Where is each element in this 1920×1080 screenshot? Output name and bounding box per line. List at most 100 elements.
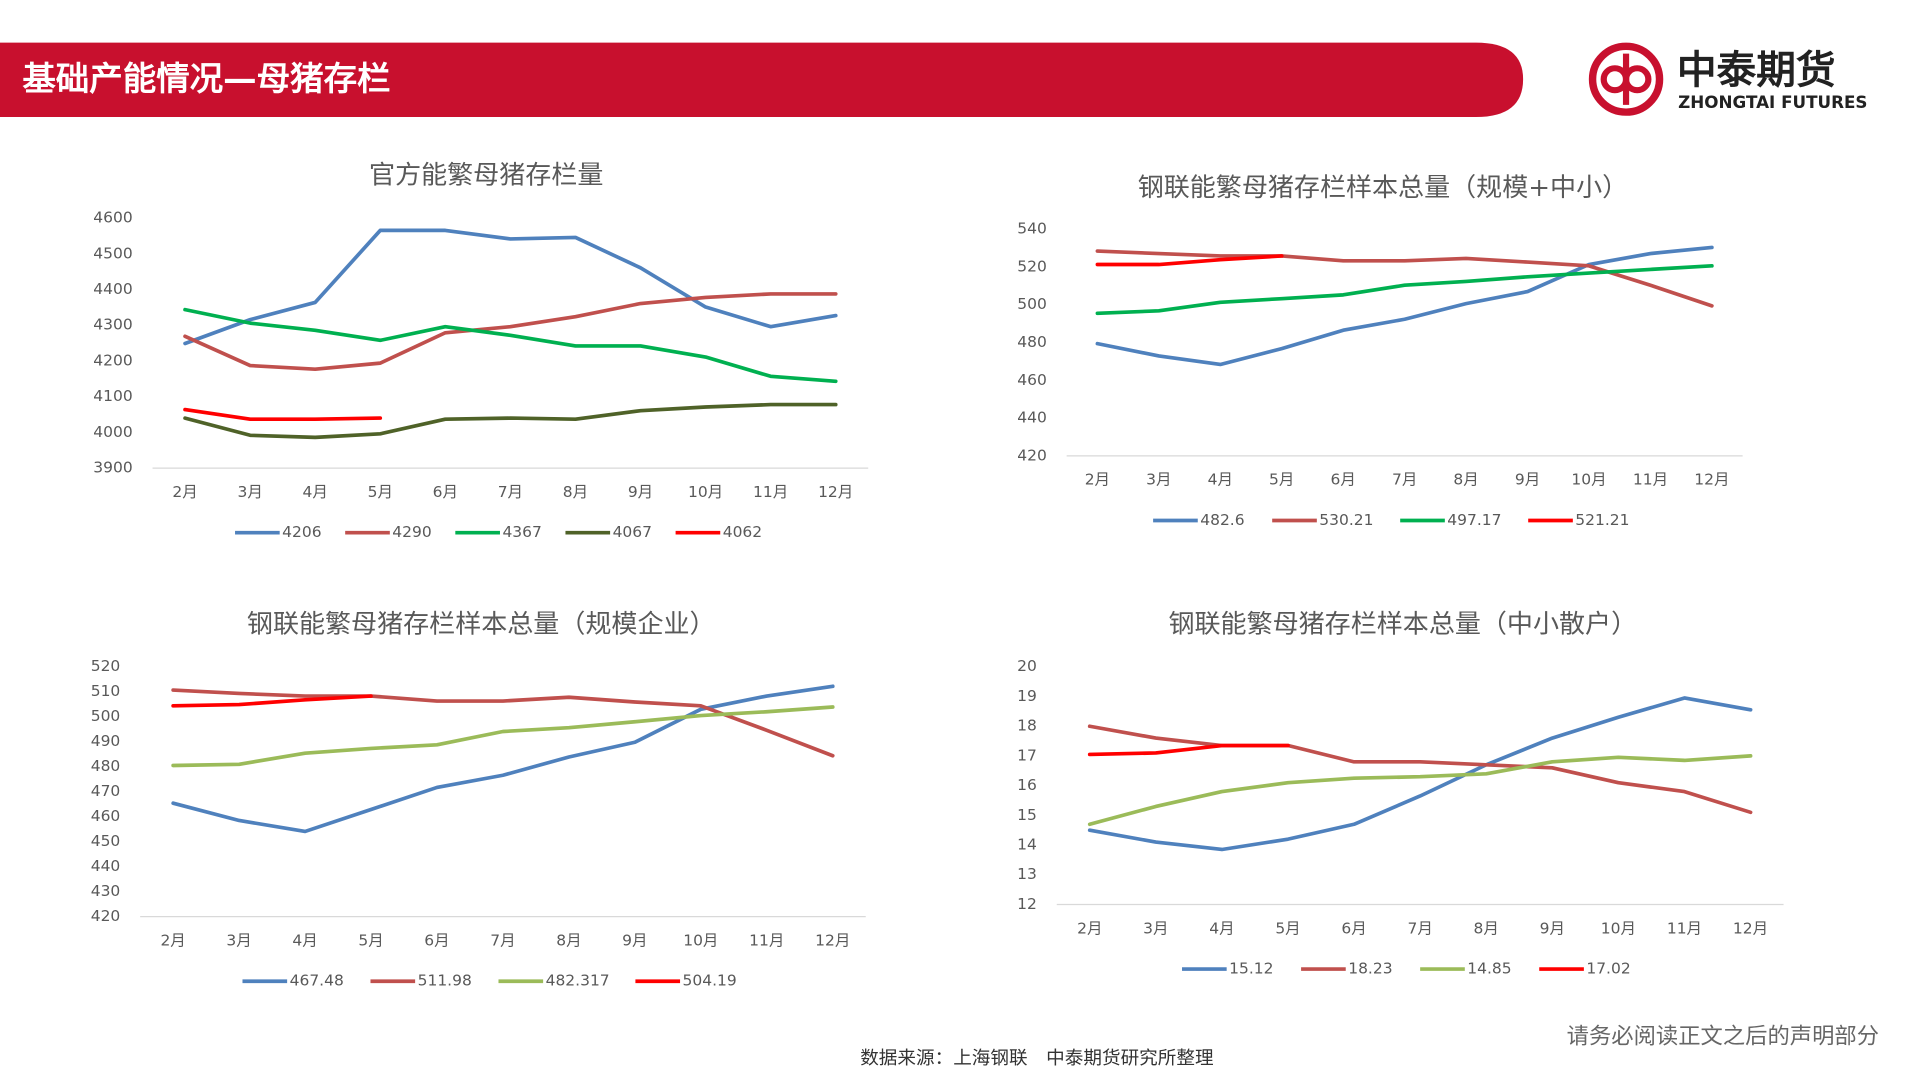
chart: 钢联能繁母猪存栏样本总量（规模+中小） 420 440 460 480 500 520 540… xyxy=(1017,173,1743,529)
legend-label: 4067 xyxy=(613,523,652,541)
legend-label: 467.48 xyxy=(290,972,344,990)
x-tick-label: 9月 xyxy=(628,483,653,501)
y-tick-label: 4500 xyxy=(93,244,132,262)
series-line xyxy=(183,407,383,422)
legend-label: 530.21 xyxy=(1319,511,1373,529)
y-tick-label: 13 xyxy=(1017,865,1037,883)
y-tick-label: 14 xyxy=(1017,836,1037,854)
x-tick-label: 5月 xyxy=(1275,919,1300,937)
y-tick-label: 17 xyxy=(1017,746,1037,764)
legend-label: 15.12 xyxy=(1229,960,1273,978)
x-tick-label: 2月 xyxy=(1085,471,1110,489)
legend-label: 482.317 xyxy=(546,972,610,990)
x-tick-label: 12月 xyxy=(1694,471,1729,489)
x-tick-label: 2月 xyxy=(160,932,185,950)
x-tick-label: 3月 xyxy=(226,932,251,950)
x-tick-label: 6月 xyxy=(433,483,458,501)
disclaimer: 请务必阅读正文之后的声明部分 xyxy=(1567,1023,1879,1049)
y-tick-label: 520 xyxy=(1017,258,1047,276)
legend-label: 4367 xyxy=(502,523,541,541)
x-tick-label: 11月 xyxy=(1667,919,1702,937)
y-tick-label: 480 xyxy=(91,757,121,775)
logo-mark xyxy=(1600,65,1630,94)
logo: 中泰期货 ZHONGTAI FUTURES xyxy=(1588,42,1867,116)
chart-title: 钢联能繁母猪存栏样本总量（规模企业） xyxy=(247,609,716,639)
series-line xyxy=(1087,724,1753,815)
x-tick-label: 3月 xyxy=(1143,919,1168,937)
x-tick-label: 11月 xyxy=(1633,471,1668,489)
y-tick-label: 460 xyxy=(91,807,121,825)
x-tick-label: 8月 xyxy=(1474,919,1499,937)
legend-label: 17.02 xyxy=(1586,960,1630,978)
y-tick-label: 4600 xyxy=(93,209,132,227)
x-tick-label: 6月 xyxy=(1341,919,1366,937)
series-line xyxy=(183,228,838,346)
series-line xyxy=(1087,696,1753,852)
logo-mark xyxy=(1622,65,1652,94)
legend-label: 504.19 xyxy=(683,972,737,990)
y-tick-label: 16 xyxy=(1017,776,1037,794)
y-tick-label: 450 xyxy=(91,832,121,850)
chart-title: 官方能繁母猪存栏量 xyxy=(369,161,603,191)
x-tick-label: 10月 xyxy=(1571,471,1606,489)
y-tick-label: 500 xyxy=(91,707,121,725)
legend-label: 511.98 xyxy=(418,972,472,990)
y-tick-label: 15 xyxy=(1017,806,1037,824)
x-tick-label: 9月 xyxy=(1540,919,1565,937)
series-line xyxy=(1087,743,1290,757)
legend-label: 482.6 xyxy=(1200,511,1244,529)
x-tick-label: 11月 xyxy=(753,483,788,501)
legend-label: 4290 xyxy=(392,523,431,541)
chart: 官方能繁母猪存栏量 3900 4000 4100 4200 4300 4400 4500 460… xyxy=(93,161,869,541)
x-tick-label: 9月 xyxy=(1515,471,1540,489)
series-line xyxy=(1095,264,1714,316)
x-tick-label: 11月 xyxy=(749,932,784,950)
legend-label: 18.23 xyxy=(1348,960,1392,978)
y-tick-label: 440 xyxy=(91,857,121,875)
series-line xyxy=(171,688,835,758)
series-line xyxy=(1087,754,1753,827)
y-tick-label: 490 xyxy=(91,732,121,750)
x-tick-label: 8月 xyxy=(556,932,581,950)
x-tick-label: 5月 xyxy=(358,932,383,950)
x-tick-label: 7月 xyxy=(1392,471,1417,489)
series-line xyxy=(171,684,835,834)
y-tick-label: 500 xyxy=(1017,295,1047,313)
x-tick-label: 3月 xyxy=(1146,471,1171,489)
y-tick-label: 12 xyxy=(1017,895,1037,913)
x-tick-label: 4月 xyxy=(1208,471,1233,489)
chart-title: 钢联能繁母猪存栏样本总量（规模+中小） xyxy=(1138,173,1628,203)
chart: 钢联能繁母猪存栏样本总量（中小散户） 12 13 14 15 16 17 18 19 20 2月 3月… xyxy=(1017,609,1784,978)
legend-label: 14.85 xyxy=(1467,960,1511,978)
x-tick-label: 2月 xyxy=(172,483,197,501)
source-note: 数据来源：上海钢联 中泰期货研究所整理 xyxy=(860,1048,1213,1069)
y-tick-label: 3900 xyxy=(93,459,132,477)
x-tick-label: 7月 xyxy=(1407,919,1432,937)
header-bar xyxy=(0,42,1524,118)
x-tick-label: 12月 xyxy=(1733,919,1768,937)
x-tick-label: 5月 xyxy=(1269,471,1294,489)
x-tick-label: 12月 xyxy=(818,483,853,501)
x-tick-label: 7月 xyxy=(490,932,515,950)
y-tick-label: 420 xyxy=(1017,446,1047,464)
x-tick-label: 5月 xyxy=(368,483,393,501)
series-line xyxy=(171,694,373,708)
x-tick-label: 7月 xyxy=(498,483,523,501)
y-tick-label: 520 xyxy=(91,657,121,675)
y-tick-label: 430 xyxy=(91,882,121,900)
series-line xyxy=(183,307,838,384)
y-tick-label: 480 xyxy=(1017,333,1047,351)
x-tick-label: 8月 xyxy=(1453,471,1478,489)
y-tick-label: 540 xyxy=(1017,220,1047,238)
y-tick-label: 20 xyxy=(1017,657,1037,675)
y-tick-label: 440 xyxy=(1017,409,1047,427)
header-title: 基础产能情况—母猪存栏 xyxy=(22,59,390,98)
x-tick-label: 6月 xyxy=(1331,471,1356,489)
logo-subtext: ZHONGTAI FUTURES xyxy=(1678,93,1867,112)
legend-label: 521.21 xyxy=(1575,511,1629,529)
x-tick-label: 12月 xyxy=(815,932,850,950)
y-tick-label: 4200 xyxy=(93,352,132,370)
y-tick-label: 4400 xyxy=(93,280,132,298)
x-tick-label: 10月 xyxy=(688,483,723,501)
